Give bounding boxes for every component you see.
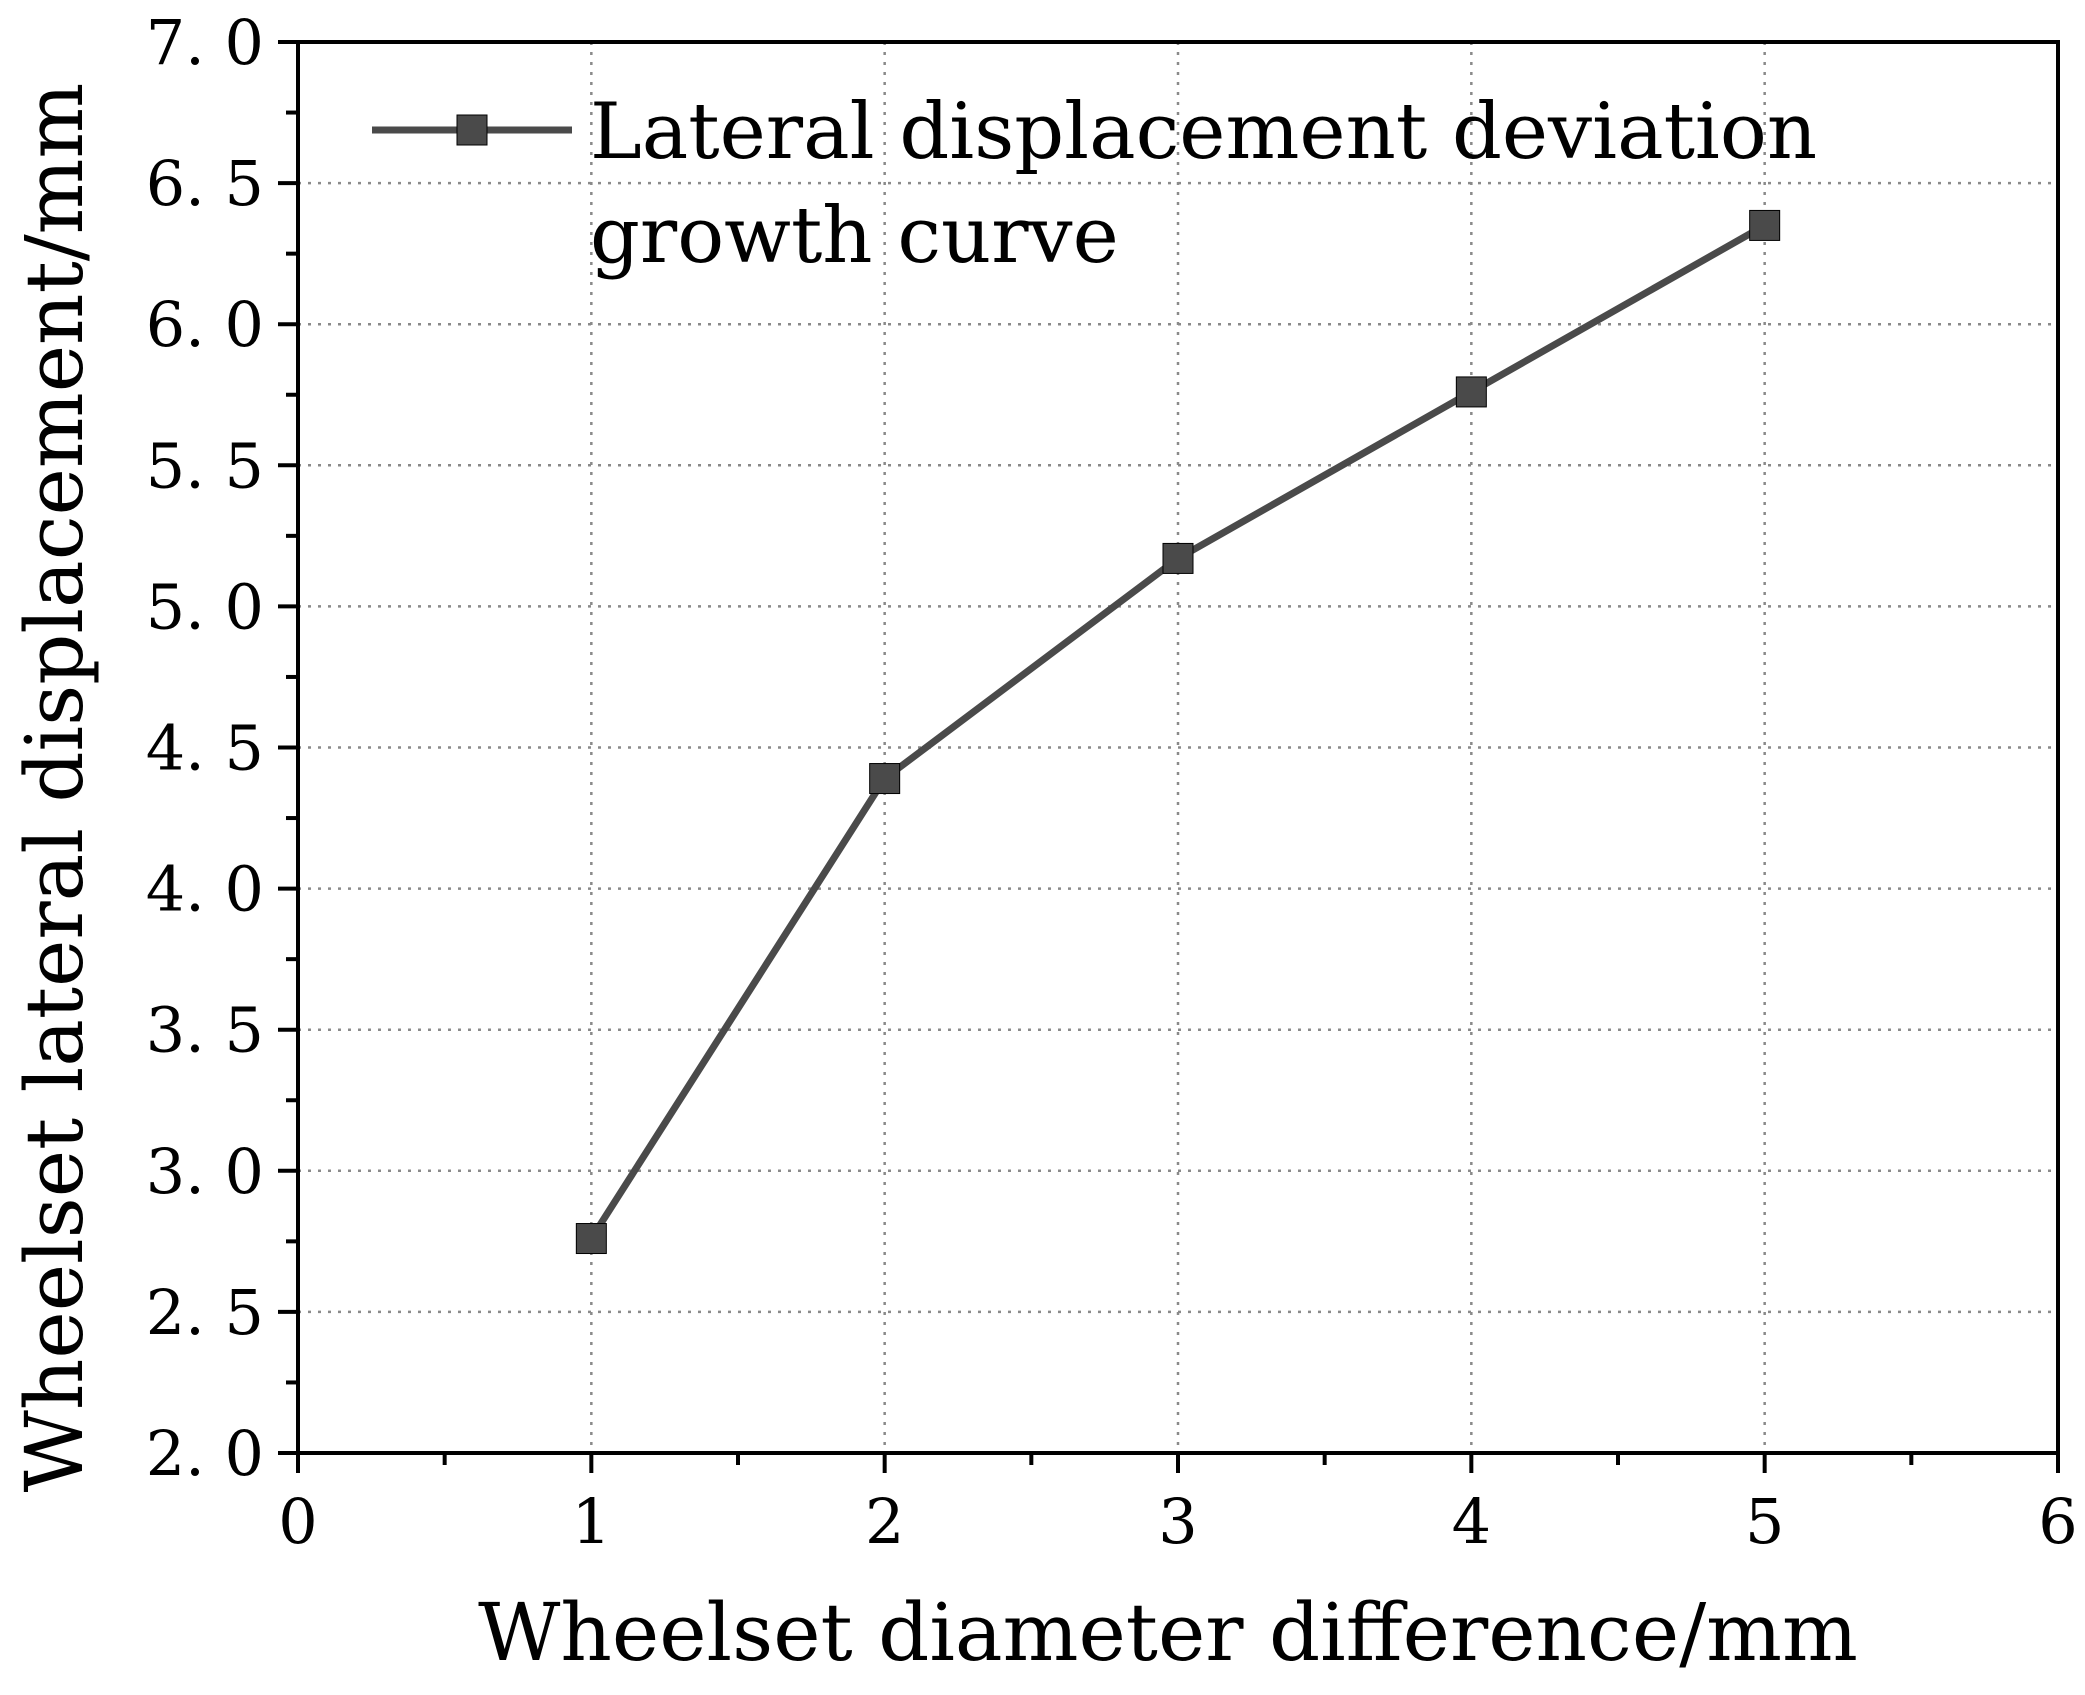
ticks-layer: 0 1 2 3 4 5 6 2. 0 2. 5 3. 0 3. 5 4. 0 4. 5 5. 0 5. 5 6… (146, 6, 2078, 1558)
legend-label-line-2: growth curve (590, 191, 1119, 281)
grid-layer (298, 42, 2058, 1453)
x-tick-label: 5 (1745, 1485, 1784, 1558)
data-point-marker (869, 763, 901, 795)
y-tick-label: 6. 0 (146, 288, 264, 361)
y-tick-label: 2. 0 (146, 1417, 264, 1490)
y-tick-label: 7. 0 (146, 6, 264, 79)
data-point-marker (1162, 542, 1194, 574)
series-layer (575, 209, 1781, 1255)
y-axis-title: Wheelset lateral displacement/mm (8, 83, 101, 1493)
legend-marker (456, 114, 488, 146)
data-point-marker (1749, 209, 1781, 241)
y-tick-label: 6. 5 (146, 147, 264, 220)
legend: Lateral displacement deviation growth cu… (372, 87, 1817, 281)
y-tick-label: 5. 0 (146, 570, 264, 643)
series-line (588, 222, 1767, 1241)
y-tick-label: 2. 5 (146, 1276, 264, 1349)
y-tick-label: 3. 0 (146, 1135, 264, 1208)
y-tick-label: 4. 5 (146, 712, 264, 785)
legend-label-line-1: Lateral displacement deviation (590, 87, 1817, 177)
y-tick-label: 3. 5 (146, 994, 264, 1067)
x-tick-label: 2 (865, 1485, 904, 1558)
data-point-marker (575, 1223, 607, 1255)
data-point-marker (1455, 376, 1487, 408)
x-tick-label: 0 (278, 1485, 317, 1558)
y-tick-label: 4. 0 (146, 853, 264, 926)
x-tick-label: 3 (1158, 1485, 1197, 1558)
x-tick-label: 6 (2038, 1485, 2077, 1558)
x-axis-title: Wheelset diameter difference/mm (478, 1586, 1858, 1679)
y-tick-label: 5. 5 (146, 429, 264, 502)
x-tick-label: 4 (1452, 1485, 1491, 1558)
x-tick-label: 1 (572, 1485, 611, 1558)
